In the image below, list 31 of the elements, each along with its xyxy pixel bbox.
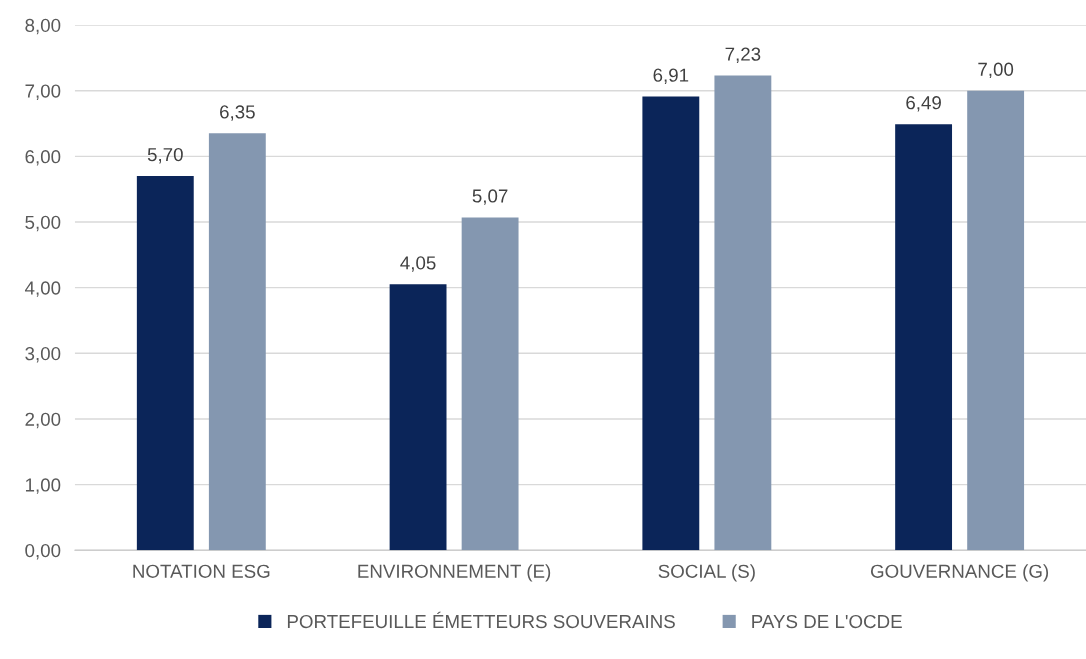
bar [895,124,953,551]
y-tick-label: 6,00 [25,150,61,166]
data-label: 6,35 [220,105,255,121]
data-label: 4,05 [400,256,436,272]
data-label: 5,07 [472,189,508,205]
bar [642,96,700,551]
bar [714,75,772,551]
y-tick-label: 8,00 [25,18,61,35]
bar [461,217,519,551]
y-tick-label: 2,00 [25,412,61,429]
data-label: 7,00 [978,62,1014,79]
data-label: 5,70 [147,147,183,164]
bar [208,133,266,551]
x-tick-label: GOUVERNANCE (G) [870,564,1049,582]
legend-label: PAYS DE L'OCDE [752,614,902,629]
y-tick-label: 5,00 [25,215,61,232]
y-tick-label: 7,00 [25,84,61,100]
x-tick-label: NOTATION ESG [133,564,270,578]
bar [967,90,1025,551]
data-label: 7,23 [725,47,761,63]
y-tick-label: 3,00 [25,347,61,363]
legend-label: PORTEFEUILLE ÉMETTEURS SOUVERAINS [287,611,675,629]
x-tick-label: ENVIRONNEMENT (E) [358,564,551,582]
y-tick-label: 0,00 [25,543,61,560]
x-tick-label: SOCIAL (S) [658,564,755,582]
data-label: 6,49 [906,96,941,112]
bar [136,176,194,551]
y-tick-label: 1,00 [25,478,61,494]
data-label: 6,91 [653,68,689,84]
bar [389,284,447,551]
y-tick-label: 4,00 [24,281,61,297]
